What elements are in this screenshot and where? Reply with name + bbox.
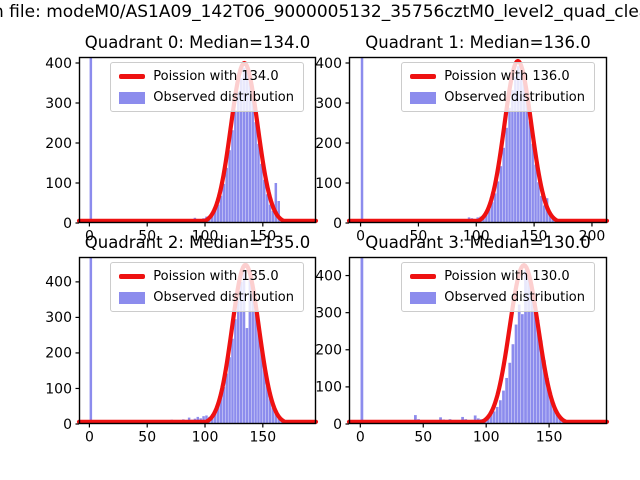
blue-patch-swatch-icon <box>119 91 146 104</box>
y-tick-label: 100 <box>45 381 72 397</box>
legend-entry-observed: Observed distribution <box>410 290 585 305</box>
y-tick-label: 0 <box>333 417 342 433</box>
axis-tick-labels: 0 50 100 150 200 0 100 200 300 400 <box>315 56 605 245</box>
quadrant-2-subplot: Quadrant 2: Median=135.0 0 50 100 150 0 100 20… <box>45 233 319 446</box>
legend-entry-observed: Observed distribution <box>410 90 585 105</box>
axes-frame <box>348 56 608 224</box>
y-tick-label: 400 <box>315 56 342 72</box>
axis-ticks <box>75 62 264 227</box>
quadrant-0-legend: Poission with 134.0 Observed distributio… <box>110 62 304 112</box>
y-tick-label: 300 <box>45 96 72 112</box>
x-tick-label: 100 <box>473 430 500 446</box>
y-tick-label: 400 <box>45 56 72 72</box>
y-tick-label: 200 <box>45 346 72 362</box>
quadrant-2-axes: 0 50 100 150 0 100 200 300 400 <box>45 256 319 446</box>
y-tick-label: 200 <box>315 136 342 152</box>
blue-patch-swatch-icon <box>119 291 146 304</box>
legend-entry-poisson: Poission with 130.0 <box>410 269 585 284</box>
quadrant-1-axes: 0 50 100 150 200 0 100 200 300 400 <box>315 56 610 245</box>
axis-ticks <box>345 62 593 227</box>
legend-entry-poisson: Poission with 134.0 <box>119 69 294 84</box>
legend-label: Poission with 136.0 <box>444 69 570 84</box>
y-tick-label: 0 <box>63 216 72 232</box>
x-tick-label: 0 <box>85 430 94 446</box>
legend-label: Observed distribution <box>444 290 585 305</box>
x-tick-label: 0 <box>356 229 365 245</box>
quadrant-3-legend: Poission with 130.0 Observed distributio… <box>401 262 595 312</box>
quadrant-2-title: Quadrant 2: Median=135.0 <box>84 233 311 252</box>
legend-label: Poission with 130.0 <box>444 269 570 284</box>
x-tick-label: 50 <box>138 229 156 245</box>
axis-ticks <box>345 274 550 428</box>
x-tick-label: 150 <box>521 229 548 245</box>
poisson-curve <box>346 263 610 424</box>
red-line-swatch-icon <box>410 74 437 79</box>
y-tick-label: 400 <box>45 275 72 291</box>
quadrant-0-title: Quadrant 0: Median=134.0 <box>84 33 311 52</box>
x-tick-label: 100 <box>463 229 490 245</box>
x-tick-label: 150 <box>249 430 276 446</box>
y-tick-label: 400 <box>315 268 342 284</box>
blue-patch-swatch-icon <box>410 91 437 104</box>
x-tick-label: 50 <box>138 430 156 446</box>
legend-label: Observed distribution <box>153 90 294 105</box>
x-tick-label: 0 <box>356 430 365 446</box>
axes-frame <box>348 256 608 425</box>
x-tick-label: 200 <box>579 229 606 245</box>
axes-frame <box>78 56 317 224</box>
red-line-swatch-icon <box>119 74 146 79</box>
quadrant-0-subplot: Quadrant 0: Median=134.0 0 50 100 150 0 100 20… <box>45 33 319 245</box>
legend-label: Poission with 135.0 <box>153 269 279 284</box>
axes-frame <box>78 256 317 425</box>
red-line-swatch-icon <box>410 274 437 279</box>
axis-tick-labels: 0 50 100 150 0 100 200 300 400 <box>45 56 276 245</box>
x-tick-label: 50 <box>414 430 432 446</box>
axis-tick-labels: 0 50 100 150 0 100 200 300 400 <box>45 275 276 446</box>
poisson-curve <box>76 262 319 424</box>
poisson-curve <box>76 60 319 223</box>
legend-entry-observed: Observed distribution <box>119 290 294 305</box>
legend-label: Observed distribution <box>444 90 585 105</box>
y-tick-label: 200 <box>45 136 72 152</box>
x-tick-label: 150 <box>249 229 276 245</box>
quadrant-1-subplot: Quadrant 1: Median=136.0 0 50 100 150 200 0 10… <box>315 33 610 245</box>
quadrant-3-axes: 0 50 100 150 0 100 200 300 400 <box>315 256 610 446</box>
y-tick-label: 0 <box>63 417 72 433</box>
red-line-swatch-icon <box>119 274 146 279</box>
quadrant-3-subplot: Quadrant 3: Median=130.0 0 50 100 150 0 100 20… <box>315 233 610 446</box>
x-tick-label: 100 <box>192 229 219 245</box>
y-tick-label: 300 <box>45 310 72 326</box>
y-tick-label: 300 <box>315 305 342 321</box>
quadrant-0-axes: 0 50 100 150 0 100 200 300 400 <box>45 56 319 245</box>
legend-label: Observed distribution <box>153 290 294 305</box>
x-tick-label: 50 <box>410 229 428 245</box>
axis-tick-labels: 0 50 100 150 0 100 200 300 400 <box>315 268 562 445</box>
y-tick-label: 0 <box>333 216 342 232</box>
legend-entry-observed: Observed distribution <box>119 90 294 105</box>
quadrant-1-legend: Poission with 136.0 Observed distributio… <box>401 62 595 112</box>
legend-label: Poission with 134.0 <box>153 69 279 84</box>
blue-patch-swatch-icon <box>410 291 437 304</box>
y-tick-label: 100 <box>45 176 72 192</box>
quadrant-2-legend: Poission with 135.0 Observed distributio… <box>110 262 304 312</box>
y-tick-label: 100 <box>315 380 342 396</box>
legend-entry-poisson: Poission with 136.0 <box>410 69 585 84</box>
y-tick-label: 200 <box>315 343 342 359</box>
y-tick-label: 100 <box>315 176 342 192</box>
legend-entry-poisson: Poission with 135.0 <box>119 269 294 284</box>
figure-title: n file: modeM0/AS1A09_142T06_9000005132_… <box>0 2 640 22</box>
quadrant-3-title: Quadrant 3: Median=130.0 <box>365 233 591 252</box>
x-tick-label: 100 <box>192 430 219 446</box>
y-tick-label: 300 <box>315 96 342 112</box>
poisson-curve <box>346 58 610 223</box>
quadrant-1-title: Quadrant 1: Median=136.0 <box>365 33 591 52</box>
x-tick-label: 150 <box>536 430 563 446</box>
x-tick-label: 0 <box>85 229 94 245</box>
axis-ticks <box>75 281 264 428</box>
